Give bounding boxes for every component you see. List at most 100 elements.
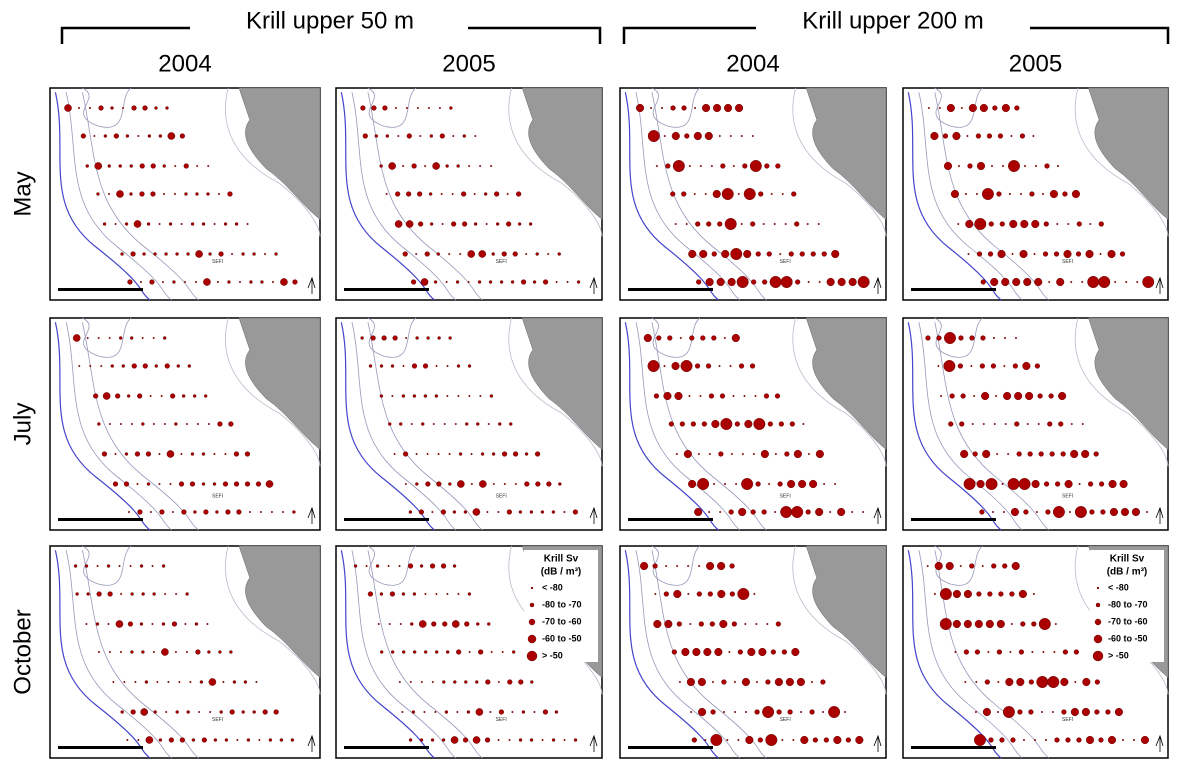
survey-station: [566, 280, 569, 283]
survey-station: [965, 219, 974, 229]
survey-station: [419, 135, 422, 138]
survey-station: [708, 510, 711, 513]
survey-station: [472, 508, 481, 516]
survey-station: [721, 249, 730, 259]
survey-station: [668, 421, 674, 427]
survey-station: [511, 710, 514, 713]
survey-station: [991, 563, 997, 569]
survey-station: [643, 333, 652, 343]
survey-station: [822, 710, 825, 713]
legend-symbol: [529, 602, 535, 608]
survey-station: [232, 680, 237, 684]
survey-station: [151, 565, 154, 568]
survey-station: [459, 252, 462, 255]
survey-station: [694, 363, 701, 369]
survey-station: [473, 222, 478, 226]
survey-station: [1038, 618, 1051, 630]
survey-station: [1065, 737, 1071, 743]
survey-station: [95, 622, 100, 626]
survey-station: [418, 620, 427, 628]
survey-station: [1056, 277, 1065, 287]
survey-station: [231, 252, 234, 255]
depth-contour: [65, 322, 172, 531]
survey-station: [1107, 249, 1116, 259]
survey-station: [467, 364, 472, 368]
survey-station: [794, 221, 800, 227]
survey-station: [1007, 452, 1010, 455]
survey-station: [542, 279, 549, 285]
survey-station: [1023, 509, 1029, 515]
survey-station: [252, 252, 256, 256]
survey-station: [122, 107, 125, 110]
survey-station: [1003, 337, 1006, 340]
survey-station: [506, 192, 509, 195]
survey-station: [762, 222, 765, 225]
survey-station: [982, 422, 985, 425]
survey-station: [223, 222, 228, 226]
month-label: October: [9, 609, 36, 694]
survey-station: [217, 421, 223, 427]
survey-station: [189, 680, 192, 683]
survey-station: [1067, 222, 1070, 225]
survey-station: [971, 422, 974, 425]
survey-station: [415, 482, 419, 486]
survey-station: [942, 133, 949, 139]
survey-station: [184, 192, 188, 196]
survey-station: [720, 163, 726, 169]
survey-station: [116, 190, 124, 198]
survey-station: [698, 707, 707, 717]
survey-station: [100, 365, 103, 368]
survey-station: [179, 133, 185, 139]
survey-station: [154, 106, 158, 110]
survey-station: [775, 621, 781, 627]
survey-station: [705, 277, 714, 287]
survey-station: [754, 394, 757, 397]
survey-station: [108, 337, 111, 340]
survey-station: [456, 649, 462, 655]
survey-station: [1074, 680, 1077, 683]
survey-station: [795, 279, 801, 285]
survey-station: [252, 710, 256, 714]
survey-station: [406, 191, 412, 197]
survey-station: [494, 191, 500, 197]
survey-station: [934, 561, 943, 571]
survey-station: [1044, 163, 1050, 169]
survey-station: [663, 135, 666, 138]
survey-station: [120, 252, 124, 256]
survey-station: [734, 103, 744, 113]
survey-station: [248, 510, 251, 513]
survey-station: [490, 650, 493, 653]
survey-station: [222, 481, 229, 487]
survey-station: [101, 451, 108, 457]
map-panel: SEFI: [902, 317, 1169, 531]
depth-contour: [918, 550, 1023, 759]
survey-station: [823, 482, 826, 485]
map-panel: SEFI: [619, 545, 887, 759]
shelf-contour: [82, 87, 132, 128]
survey-station: [461, 191, 467, 197]
survey-station: [679, 421, 685, 427]
survey-station: [707, 591, 713, 597]
survey-station: [93, 135, 96, 138]
survey-station: [1033, 252, 1036, 255]
survey-station: [535, 252, 539, 256]
site-label: SEFI: [1062, 717, 1073, 723]
coast-outline: [225, 545, 321, 695]
survey-station: [1076, 737, 1082, 743]
survey-station: [410, 422, 413, 425]
survey-station: [532, 280, 537, 284]
survey-station: [487, 422, 490, 425]
survey-station: [1125, 280, 1128, 283]
survey-station: [704, 192, 707, 195]
survey-station: [788, 251, 794, 257]
survey-station: [792, 738, 795, 741]
survey-station: [770, 192, 773, 195]
survey-station: [1056, 164, 1059, 167]
depth-contour: [65, 92, 172, 301]
survey-station: [712, 189, 721, 199]
survey-station: [674, 391, 683, 401]
survey-station: [1002, 510, 1005, 513]
survey-station: [793, 449, 802, 459]
survey-station: [131, 363, 137, 369]
survey-station: [209, 710, 212, 713]
